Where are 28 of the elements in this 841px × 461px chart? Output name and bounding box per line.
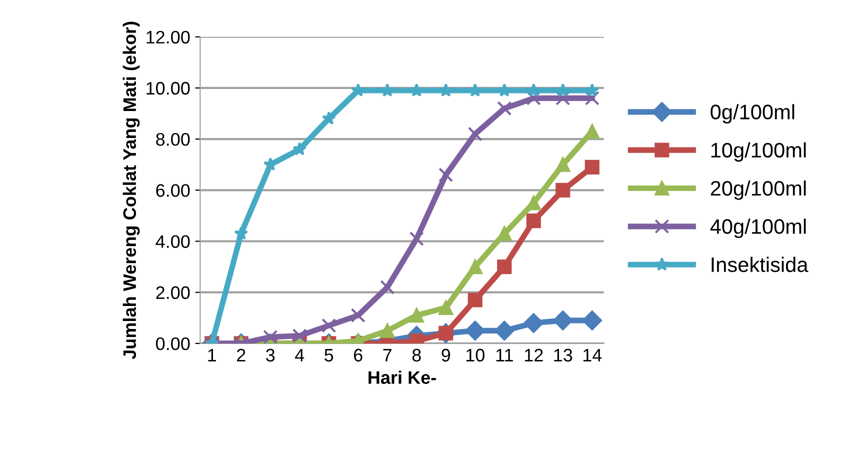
x-tick-label: 1 (208, 348, 216, 362)
x-tick-label: 4 (295, 348, 304, 362)
legend-label: 20g/100ml (710, 180, 806, 200)
legend-label: Insektisida (712, 256, 808, 272)
y-tick-label: 4.00 (156, 235, 190, 248)
legend-label: 10g/100ml (711, 142, 806, 162)
x-axis-title: Hari Ke- (368, 370, 436, 384)
x-tick-label: 12 (524, 348, 543, 362)
x-tick-label: 5 (324, 348, 334, 362)
x-tick-label: 11 (496, 348, 513, 362)
x-tick-label: 6 (354, 348, 362, 362)
x-tick-label: 7 (383, 348, 392, 362)
x-tick-label: 2 (237, 348, 246, 362)
legend-label: 0g/100ml (710, 104, 794, 124)
y-tick-label: 8.00 (156, 133, 190, 146)
x-tick-label: 13 (554, 348, 572, 362)
y-tick-label: 0.00 (156, 337, 190, 350)
y-axis-title: Jumlah Wereng Coklat Yang Mati (ekor) (122, 22, 140, 360)
x-tick-label: 14 (583, 348, 602, 362)
y-tick-label: 2.00 (156, 286, 190, 300)
legend-label: 40g/100ml (710, 218, 806, 238)
x-tick-label: 10 (466, 348, 484, 362)
y-tick-label: 6.00 (156, 184, 190, 197)
x-tick-label: 8 (412, 348, 421, 362)
y-tick-label: 12.00 (146, 30, 190, 44)
x-tick-label: 3 (266, 348, 275, 362)
x-tick-label: 9 (442, 348, 450, 362)
y-tick-label: 10.00 (146, 82, 190, 95)
